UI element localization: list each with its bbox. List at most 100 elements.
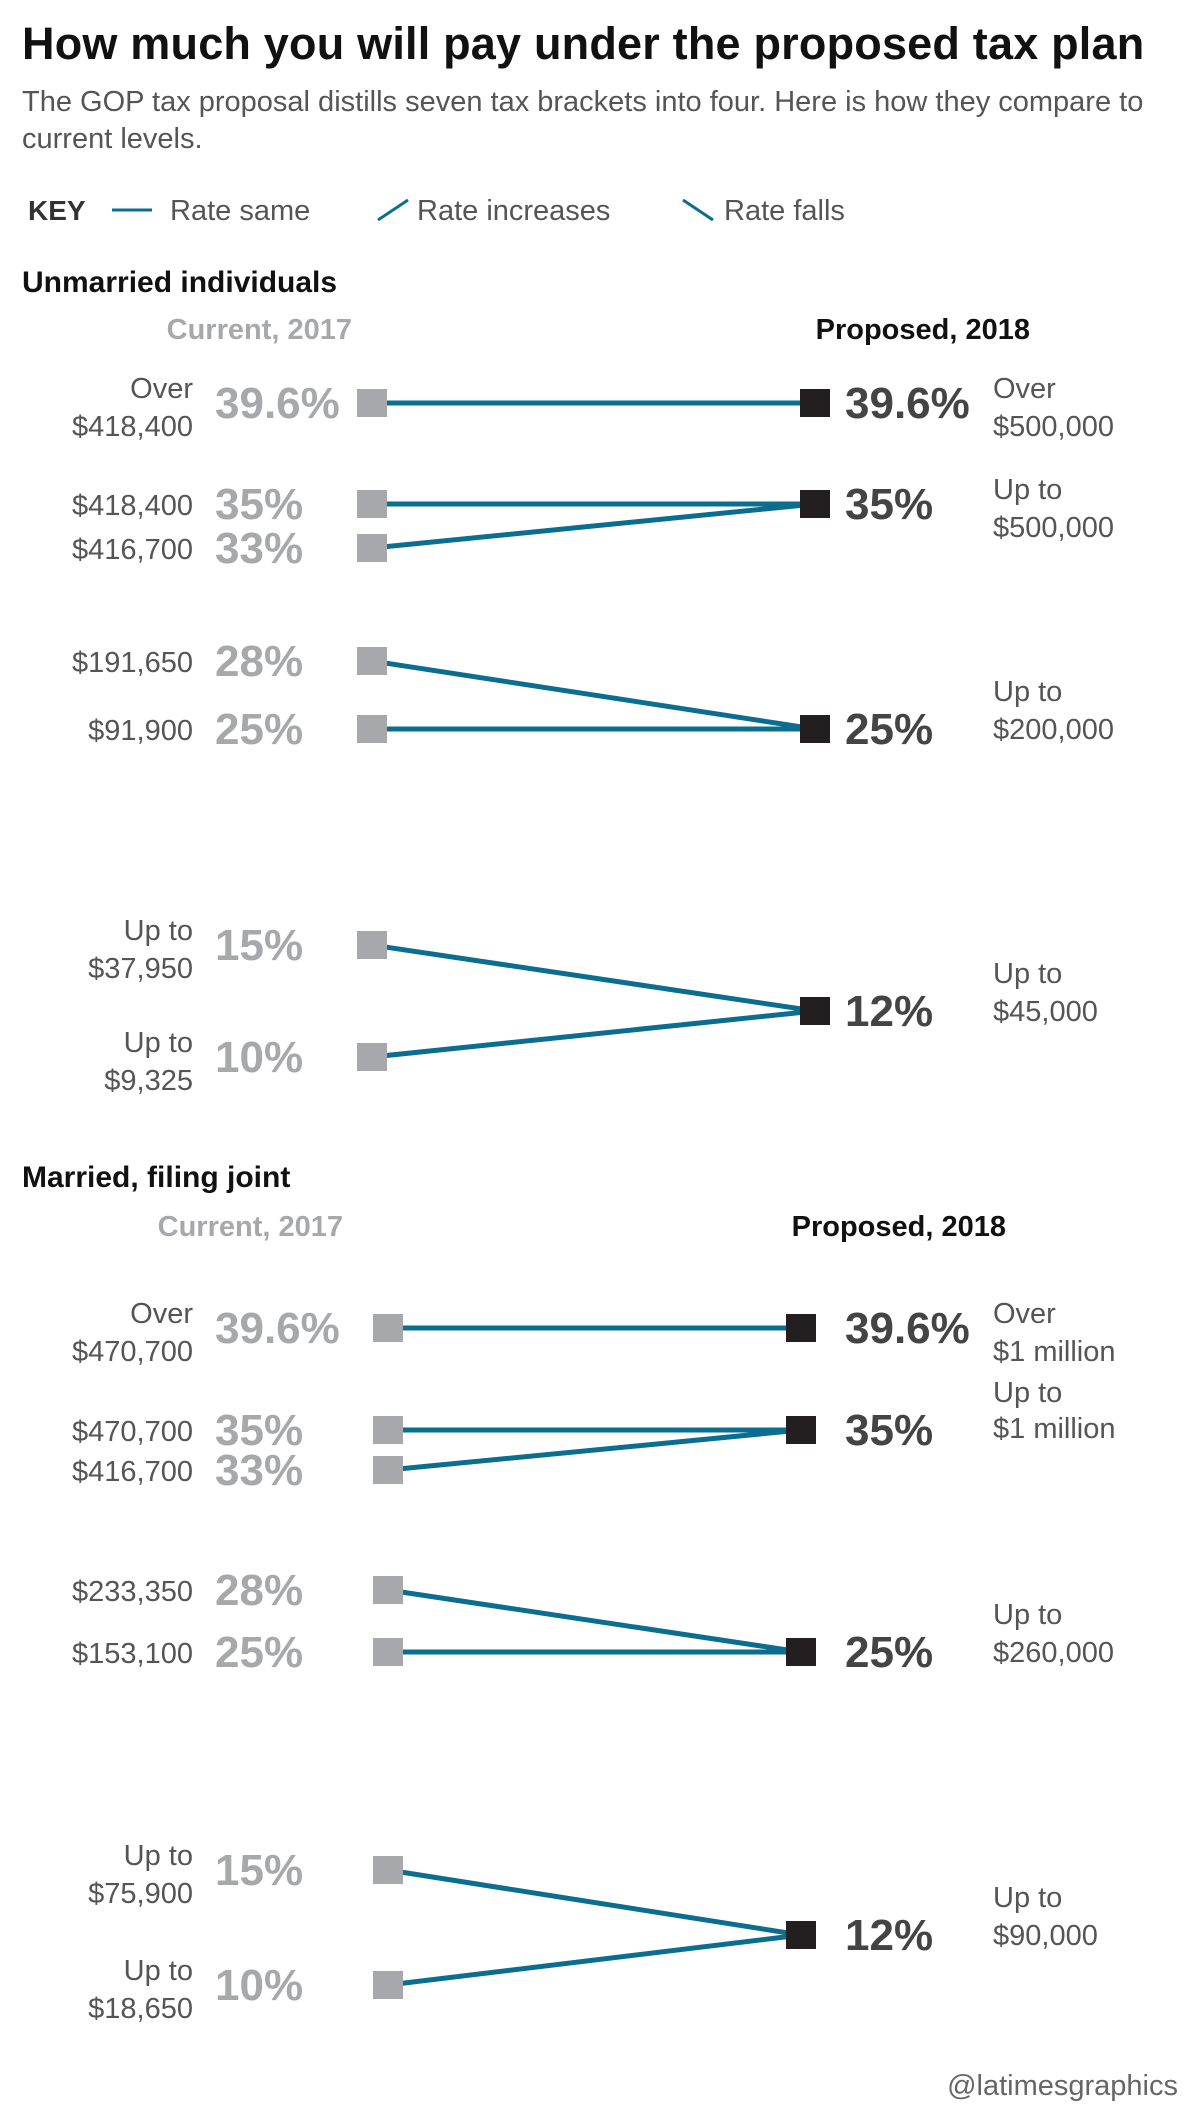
proposed-rate-label: 25%: [845, 1628, 933, 1677]
current-bracket-marker: [357, 534, 387, 562]
proposed-bracket-marker: [786, 1921, 816, 1949]
proposed-rate-label: 39.6%: [845, 1304, 970, 1353]
bracket-link-line: [371, 942, 816, 1014]
key-item-label: Rate falls: [724, 195, 845, 227]
current-bracket-marker: [373, 1456, 403, 1484]
proposed-rate-label: 12%: [845, 987, 933, 1036]
current-threshold-label: $153,100: [72, 1638, 193, 1670]
current-threshold-label: $91,900: [88, 715, 193, 747]
current-rate-label: 25%: [215, 705, 303, 754]
current-bracket-marker: [357, 931, 387, 959]
proposed-bracket-marker: [786, 1416, 816, 1444]
current-threshold-label: $75,900: [88, 1878, 193, 1910]
current-bracket-marker: [373, 1856, 403, 1884]
current-threshold-label: $418,400: [72, 490, 193, 522]
current-threshold-label: Up to: [124, 1027, 193, 1059]
proposed-threshold-label: $500,000: [993, 512, 1114, 544]
current-rate-label: 25%: [215, 1628, 303, 1677]
bracket-link-line: [387, 1587, 802, 1655]
panel-title: Married, filing joint: [22, 1161, 290, 1194]
current-threshold-label: Up to: [124, 1955, 193, 1987]
current-rate-label: 15%: [215, 1846, 303, 1895]
proposed-bracket-marker: [800, 997, 830, 1025]
current-rate-label: 10%: [215, 1961, 303, 2010]
proposed-rate-label: 12%: [845, 1911, 933, 1960]
proposed-threshold-label: $1 million: [993, 1336, 1116, 1368]
current-threshold-label: $9,325: [104, 1065, 193, 1097]
proposed-threshold-label: $1 million: [993, 1413, 1116, 1445]
current-threshold-label: $18,650: [88, 1993, 193, 2025]
current-bracket-marker: [373, 1576, 403, 1604]
current-bracket-marker: [357, 490, 387, 518]
current-bracket-marker: [373, 1971, 403, 1999]
current-threshold-label: $418,400: [72, 411, 193, 443]
proposed-header: Proposed, 2018: [792, 1211, 1006, 1243]
current-rate-label: 28%: [215, 1566, 303, 1615]
current-rate-label: 39.6%: [215, 1304, 340, 1353]
current-bracket-marker: [373, 1416, 403, 1444]
key-item-label: Rate same: [170, 195, 310, 227]
proposed-bracket-marker: [800, 389, 830, 417]
proposed-threshold-label: Over: [993, 373, 1056, 405]
current-threshold-label: Up to: [124, 1840, 193, 1872]
current-bracket-marker: [357, 715, 387, 743]
key-label: KEY: [28, 195, 86, 226]
current-rate-label: 28%: [215, 637, 303, 686]
current-header: Current, 2017: [167, 314, 352, 346]
current-threshold-label: $233,350: [72, 1576, 193, 1608]
bracket-link-line: [371, 1008, 816, 1060]
current-threshold-label: $416,700: [72, 534, 193, 566]
proposed-bracket-marker: [800, 715, 830, 743]
current-rate-label: 15%: [215, 921, 303, 970]
proposed-threshold-label: $260,000: [993, 1637, 1114, 1669]
key-item-label: Rate increases: [417, 195, 610, 227]
current-rate-label: 39.6%: [215, 379, 340, 428]
proposed-header: Proposed, 2018: [816, 314, 1030, 346]
bracket-link-line: [371, 501, 816, 551]
proposed-rate-label: 25%: [845, 705, 933, 754]
current-rate-label: 33%: [215, 1446, 303, 1495]
current-rate-label: 35%: [215, 1406, 303, 1455]
proposed-threshold-label: Up to: [993, 1377, 1062, 1409]
current-threshold-label: $416,700: [72, 1456, 193, 1488]
proposed-rate-label: 35%: [845, 480, 933, 529]
proposed-threshold-label: Up to: [993, 676, 1062, 708]
current-threshold-label: $37,950: [88, 953, 193, 985]
panel-title: Unmarried individuals: [22, 266, 337, 299]
current-bracket-marker: [373, 1638, 403, 1666]
proposed-threshold-label: $200,000: [993, 714, 1114, 746]
bracket-link-line: [387, 1932, 802, 1988]
proposed-threshold-label: $90,000: [993, 1920, 1098, 1952]
proposed-threshold-label: Up to: [993, 1882, 1062, 1914]
key-swatch-up: [377, 198, 409, 222]
bracket-link-line: [371, 658, 816, 732]
chart-subtitle: The GOP tax proposal distills seven tax …: [22, 86, 1144, 155]
current-threshold-label: $470,700: [72, 1336, 193, 1368]
bracket-link-line: [387, 1867, 802, 1938]
proposed-rate-label: 35%: [845, 1406, 933, 1455]
current-threshold-label: $191,650: [72, 647, 193, 679]
current-threshold-label: Over: [130, 373, 193, 405]
proposed-threshold-label: $500,000: [993, 411, 1114, 443]
current-rate-label: 33%: [215, 524, 303, 573]
proposed-threshold-label: Over: [993, 1298, 1056, 1330]
current-threshold-label: $470,700: [72, 1416, 193, 1448]
current-rate-label: 10%: [215, 1033, 303, 1082]
proposed-bracket-marker: [800, 490, 830, 518]
current-threshold-label: Over: [130, 1298, 193, 1330]
proposed-threshold-label: $45,000: [993, 996, 1098, 1028]
proposed-threshold-label: Up to: [993, 958, 1062, 990]
proposed-threshold-label: Up to: [993, 474, 1062, 506]
proposed-rate-label: 39.6%: [845, 379, 970, 428]
key-swatch-down: [682, 198, 714, 222]
proposed-bracket-marker: [786, 1314, 816, 1342]
proposed-bracket-marker: [786, 1638, 816, 1666]
current-header: Current, 2017: [158, 1211, 343, 1243]
credit-text: @latimesgraphics: [947, 2070, 1178, 2102]
current-threshold-label: Up to: [124, 915, 193, 947]
chart-title: How much you will pay under the proposed…: [22, 18, 1145, 69]
current-bracket-marker: [373, 1314, 403, 1342]
current-rate-label: 35%: [215, 480, 303, 529]
current-bracket-marker: [357, 389, 387, 417]
